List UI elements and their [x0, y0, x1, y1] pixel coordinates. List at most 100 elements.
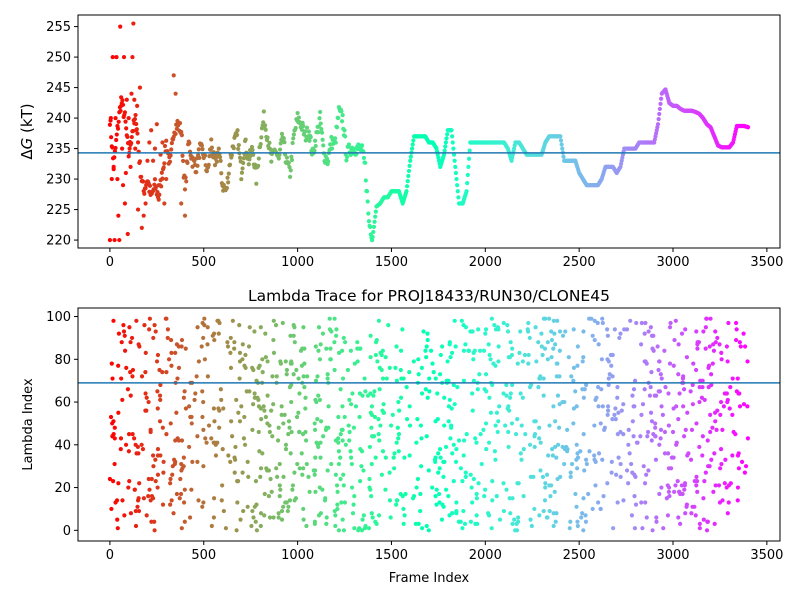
lambda-point: [701, 517, 706, 522]
lambda-point: [648, 410, 654, 415]
lambda-point: [618, 461, 623, 467]
lambda-point: [471, 357, 476, 362]
free-energy-point: [229, 153, 235, 158]
lambda-point: [426, 468, 431, 473]
lambda-point: [553, 342, 558, 347]
lambda-point: [653, 421, 658, 426]
lambda-point: [508, 511, 513, 516]
lambda-point: [568, 470, 573, 475]
lambda-point: [116, 363, 121, 368]
free-energy-point: [217, 155, 223, 160]
free-energy-point: [126, 154, 131, 159]
lambda-point: [573, 389, 578, 394]
lambda-point: [292, 325, 297, 330]
lambda-point: [735, 485, 741, 490]
lambda-point: [322, 498, 328, 503]
lambda-point: [584, 457, 589, 462]
lambda-point: [349, 485, 355, 490]
free-energy-point: [449, 128, 454, 133]
lambda-point: [703, 346, 708, 351]
free-energy-point: [259, 135, 264, 140]
lambda-point: [340, 438, 345, 443]
lambda-point: [586, 491, 591, 497]
lambda-point: [602, 425, 607, 430]
y-tick-label: 0: [63, 524, 71, 539]
free-energy-point: [118, 108, 123, 113]
lambda-point: [378, 350, 383, 355]
lambda-point: [256, 397, 261, 403]
free-energy-point: [122, 201, 128, 206]
free-energy-point: [269, 159, 274, 164]
lambda-point: [256, 365, 261, 370]
lambda-point: [201, 399, 206, 405]
free-energy-point: [150, 158, 156, 163]
lambda-point: [116, 481, 121, 486]
lambda-point: [639, 320, 644, 326]
lambda-point: [657, 491, 662, 497]
lambda-point: [398, 491, 403, 497]
lambda-point: [179, 461, 184, 467]
lambda-point: [590, 506, 595, 512]
free-energy-point: [197, 155, 202, 160]
lambda-point: [332, 367, 337, 373]
lambda-point: [424, 434, 429, 439]
lambda-point: [407, 370, 412, 375]
lambda-point: [341, 528, 347, 533]
lambda-point: [284, 500, 289, 505]
lambda-point: [659, 404, 664, 409]
free-energy-point: [124, 97, 129, 102]
lambda-point: [274, 374, 279, 379]
lambda-point: [212, 337, 217, 343]
free-energy-point: [307, 138, 312, 143]
lambda-point: [362, 376, 367, 381]
free-energy-point: [111, 167, 116, 172]
lambda-point: [657, 359, 662, 364]
lambda-point: [630, 393, 635, 398]
lambda-point: [253, 519, 258, 524]
free-energy-point: [467, 148, 472, 153]
lambda-point: [629, 461, 634, 467]
lambda-point: [149, 476, 154, 482]
free-energy-point: [160, 176, 165, 181]
lambda-point: [257, 449, 262, 454]
free-energy-point: [443, 140, 448, 145]
lambda-point: [504, 382, 509, 388]
lambda-point: [471, 476, 476, 482]
lambda-point: [172, 457, 177, 462]
lambda-point: [743, 464, 749, 469]
lambda-point: [387, 498, 393, 503]
lambda-point: [474, 496, 479, 501]
lambda-point: [397, 408, 402, 413]
lambda-point: [271, 337, 276, 343]
free-energy-point: [164, 176, 169, 182]
lambda-point: [228, 365, 234, 370]
lambda-point: [189, 421, 194, 426]
free-energy-point: [321, 143, 326, 148]
lambda-point: [415, 417, 420, 422]
lambda-point: [271, 350, 277, 355]
lambda-point: [423, 348, 428, 353]
lambda-point: [200, 320, 205, 326]
lambda-point: [179, 337, 185, 343]
lambda-point: [560, 444, 565, 450]
lambda-point: [633, 502, 639, 507]
lambda-point: [211, 496, 217, 501]
lambda-point: [643, 320, 648, 326]
free-energy-point: [256, 163, 261, 168]
lambda-point: [478, 432, 483, 437]
lambda-point: [483, 372, 489, 377]
free-energy-point: [194, 170, 199, 175]
lambda-point: [283, 442, 289, 447]
lambda-point: [554, 455, 559, 460]
free-energy-point: [199, 143, 204, 148]
free-energy-point: [408, 154, 413, 159]
lambda-point: [154, 359, 160, 364]
lambda-point: [276, 425, 281, 430]
lambda-point: [289, 399, 294, 405]
lambda-point: [168, 481, 173, 486]
lambda-point: [345, 367, 351, 373]
lambda-point: [592, 337, 597, 343]
lambda-point: [442, 459, 447, 465]
lambda-point: [628, 318, 633, 323]
lambda-point: [130, 432, 135, 437]
